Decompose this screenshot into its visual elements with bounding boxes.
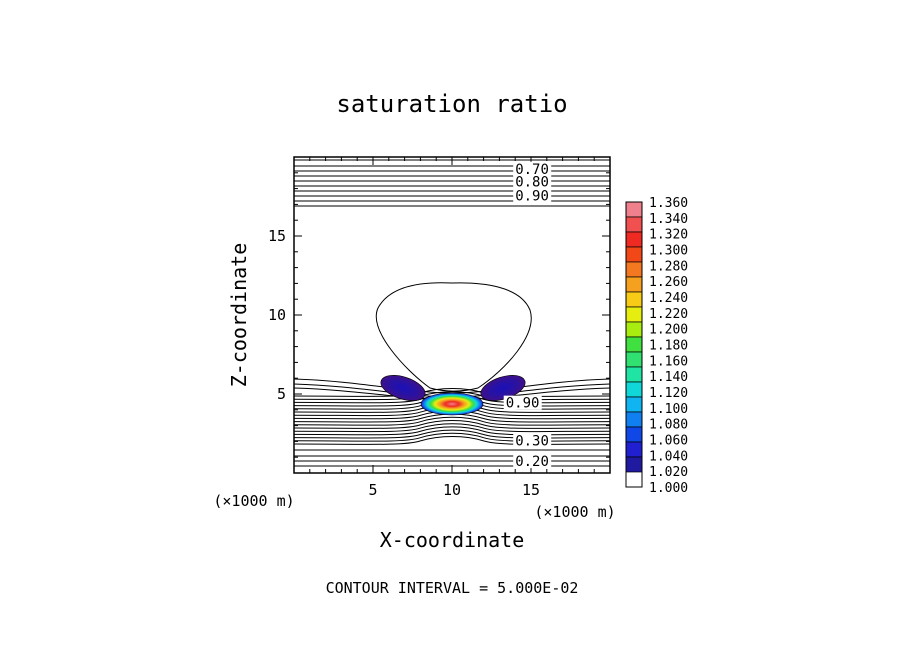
colorbar-swatch	[625, 351, 643, 368]
colorbar-swatch	[625, 276, 643, 293]
colorbar-level-label: 1.320	[649, 228, 688, 243]
colorbar-level-label: 1.160	[649, 354, 688, 369]
contour-label-background	[513, 433, 552, 448]
contour-label: 0.30	[515, 434, 549, 450]
colorbar-swatch	[625, 231, 643, 248]
x-tick-labels: 5 10 15	[368, 481, 540, 499]
contour-label: 0.20	[515, 454, 549, 470]
colorbar-swatch	[625, 306, 643, 323]
colorbar-level-label: 1.140	[649, 370, 688, 385]
core-region	[420, 392, 484, 416]
colorbar-swatch	[625, 381, 643, 398]
plot-frame	[293, 156, 611, 474]
colorbar-frame	[625, 201, 643, 488]
contour-label-background	[513, 454, 552, 469]
contour-line	[294, 416, 610, 426]
chart-title: saturation ratio	[336, 90, 567, 118]
contour-lines	[294, 159, 610, 467]
colorbar-level-label: 1.260	[649, 275, 688, 290]
colorbar-level-label: 1.060	[649, 434, 688, 449]
colorbar-swatch	[625, 426, 643, 443]
colorbar-swatch	[625, 441, 643, 458]
axis-ticks	[294, 157, 610, 473]
contour-line	[294, 423, 610, 433]
colorbar-level-label: 1.300	[649, 244, 688, 259]
contour-label-background	[513, 161, 552, 176]
colorbar-level-label: 1.220	[649, 307, 688, 322]
x-unit-label: (×1000 m)	[534, 503, 615, 521]
colorbar: 1.3601.3401.3201.3001.2801.2601.2401.220…	[625, 196, 688, 496]
x-tick-label: 5	[368, 481, 377, 499]
contour-label-background	[513, 174, 552, 189]
z-unit-label: (×1000 m)	[213, 492, 294, 510]
colorbar-swatch	[625, 246, 643, 263]
contour-line	[375, 282, 532, 392]
x-axis-label: X-coordinate	[380, 528, 525, 552]
y-tick-label: 15	[268, 227, 286, 245]
colorbar-swatch	[625, 366, 643, 383]
colorbar-level-label: 1.340	[649, 212, 688, 227]
y-tick-labels: 5 10 15	[268, 227, 286, 403]
contour-labels: 0.700.800.900.900.300.20	[503, 161, 552, 470]
colorbar-level-label: 1.020	[649, 465, 688, 480]
colorbar-level-label: 1.080	[649, 418, 688, 433]
colorbar-swatch	[625, 201, 643, 218]
colorbar-level-label: 1.000	[649, 481, 688, 496]
colorbar-level-label: 1.120	[649, 386, 688, 401]
y-axis-label: Z-coordinate	[227, 243, 251, 388]
y-tick-label: 5	[277, 385, 286, 403]
colorbar-swatch	[625, 411, 643, 428]
colorbar-swatch	[625, 396, 643, 413]
colorbar-swatch	[625, 321, 643, 338]
colorbar-level-label: 1.180	[649, 339, 688, 354]
colorbar-swatch	[625, 216, 643, 233]
colorbar-level-label: 1.280	[649, 259, 688, 274]
contour-label-background	[503, 395, 542, 410]
colorbar-level-label: 1.360	[649, 196, 688, 211]
colorbar-level-label: 1.040	[649, 449, 688, 464]
contour-label: 0.80	[515, 174, 549, 190]
left-lobe	[380, 375, 426, 401]
colorbar-level-label: 1.200	[649, 323, 688, 338]
colorbar-swatch	[625, 456, 643, 473]
contour-interval-note: CONTOUR INTERVAL = 5.000E-02	[326, 579, 579, 597]
contour-label: 0.70	[515, 162, 549, 178]
colorbar-swatch	[625, 336, 643, 353]
contour-line	[294, 420, 610, 429]
y-tick-label: 10	[268, 306, 286, 324]
colorbar-swatch	[625, 261, 643, 278]
contour-label-background	[513, 188, 552, 203]
contour-label: 0.90	[515, 189, 549, 205]
contour-label: 0.90	[506, 396, 540, 412]
x-tick-label: 10	[443, 481, 461, 499]
x-tick-label: 15	[522, 481, 540, 499]
colorbar-level-label: 1.240	[649, 291, 688, 306]
colorbar-level-label: 1.100	[649, 402, 688, 417]
colorbar-swatch	[625, 291, 643, 308]
